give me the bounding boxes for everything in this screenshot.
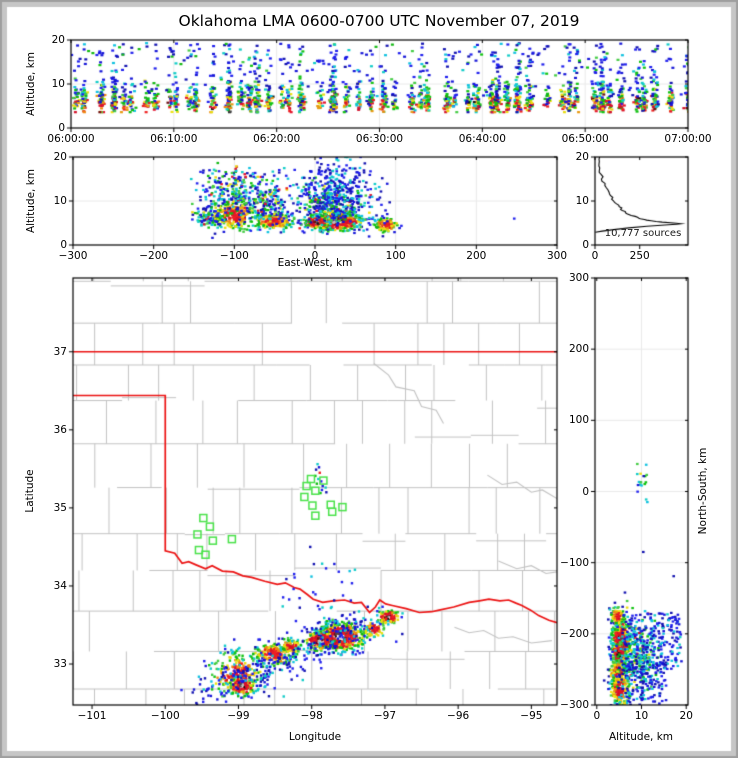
x-axis-label-eastwest-panel: East-West, km	[277, 257, 353, 269]
y-axis-label-northsouth-panel: North-South, km	[697, 447, 709, 535]
tick-label: 200	[466, 250, 487, 262]
x-axis-label-northsouth-panel: Altitude, km	[608, 731, 674, 743]
tick-label: 10	[634, 710, 649, 722]
y-axis-label-map-panel: Latitude	[24, 469, 36, 513]
tick-label: 0	[60, 239, 67, 251]
tick-label: 20	[51, 34, 65, 46]
tick-label: −100	[560, 556, 589, 569]
tick-label: 0	[591, 250, 599, 262]
tick-label: 300	[546, 250, 568, 262]
tick-label: 10	[575, 195, 589, 207]
tick-label: 0	[593, 710, 601, 722]
tick-label: 35	[53, 501, 67, 514]
tick-label: −96	[447, 710, 470, 722]
figure-title: Oklahoma LMA 0600-0700 UTC November 07, …	[178, 12, 580, 30]
tick-label: 250	[629, 250, 650, 262]
tick-label: −300	[560, 699, 589, 711]
tick-label: −99	[227, 710, 250, 722]
x-axis-label-map-panel: Longitude	[288, 731, 342, 743]
tick-label: 33	[53, 658, 67, 671]
tick-label: 06:40:00	[458, 133, 506, 145]
tick-label: 0	[582, 485, 589, 498]
tick-label: 06:20:00	[253, 133, 301, 145]
tick-label: 10	[53, 195, 67, 207]
tick-label: 06:50:00	[561, 133, 609, 145]
tick-label: −100	[219, 250, 249, 262]
tick-label: 100	[385, 250, 406, 262]
tick-label: 100	[568, 414, 589, 427]
source-count-annotation: 10,777 sources	[604, 228, 682, 239]
tick-label: 20	[679, 710, 693, 722]
tick-label: −97	[373, 710, 397, 722]
tick-label: 06:30:00	[355, 133, 404, 145]
tick-label: 07:00:00	[664, 133, 712, 145]
tick-label: 36	[53, 423, 67, 436]
tick-label: 300	[568, 272, 589, 284]
tick-label: 20	[575, 151, 589, 163]
tick-label: −200	[139, 250, 169, 262]
tick-label: −98	[300, 710, 323, 722]
tick-label: 0	[58, 122, 65, 134]
tick-label: 06:00:00	[47, 133, 95, 145]
tick-label: −300	[58, 250, 88, 262]
tick-label: 20	[53, 151, 67, 163]
tick-label: 06:10:00	[150, 133, 198, 145]
y-axis-label-eastwest-panel: Altitude, km	[25, 168, 37, 234]
tick-label: 10	[51, 78, 65, 90]
y-axis-label-time-panel: Altitude, km	[25, 51, 37, 117]
tick-label: −95	[520, 710, 543, 722]
tick-label: 0	[311, 250, 319, 262]
tick-label: −200	[560, 627, 589, 640]
tick-label: −100	[150, 710, 180, 722]
tick-label: 200	[568, 343, 589, 356]
tick-label: 37	[53, 345, 67, 358]
tick-label: 0	[582, 239, 589, 251]
tick-label: −101	[77, 710, 107, 722]
tick-label: 34	[53, 579, 67, 592]
